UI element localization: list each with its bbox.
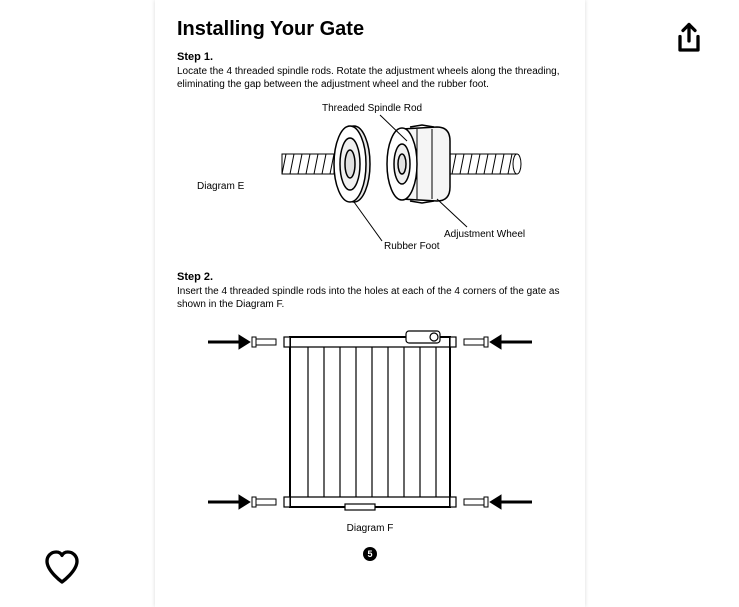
diagram-f-container: Diagram F 5 [177,319,563,549]
step-2-block: Step 2. Insert the 4 threaded spindle ro… [177,271,563,311]
step-2-text: Insert the 4 threaded spindle rods into … [177,285,563,311]
favorite-button[interactable] [42,547,82,587]
step-1-heading: Step 1. [177,51,563,63]
share-icon [671,20,707,56]
instruction-page: Installing Your Gate Step 1. Locate the … [155,0,585,607]
step-1-block: Step 1. Locate the 4 threaded spindle ro… [177,51,563,91]
diagram-f-illustration [190,319,550,519]
heart-icon [42,547,82,587]
diagram-e-container: Diagram E [177,99,563,269]
diagram-f-label: Diagram F [177,523,563,534]
step-1-text: Locate the 4 threaded spindle rods. Rota… [177,65,563,91]
page-number-container: 5 [177,544,563,562]
share-button[interactable] [671,20,707,56]
callout-rubber-foot: Rubber Foot [384,241,440,252]
diagram-e-illustration: Threaded Spindle Rod Rubber Foot Adjustm… [272,99,532,269]
page-title: Installing Your Gate [177,18,563,41]
diagram-e-label: Diagram E [197,181,244,192]
page-number: 5 [363,547,377,561]
callout-spindle: Threaded Spindle Rod [322,103,422,114]
callout-adjustment-wheel: Adjustment Wheel [444,229,525,240]
step-2-heading: Step 2. [177,271,563,283]
